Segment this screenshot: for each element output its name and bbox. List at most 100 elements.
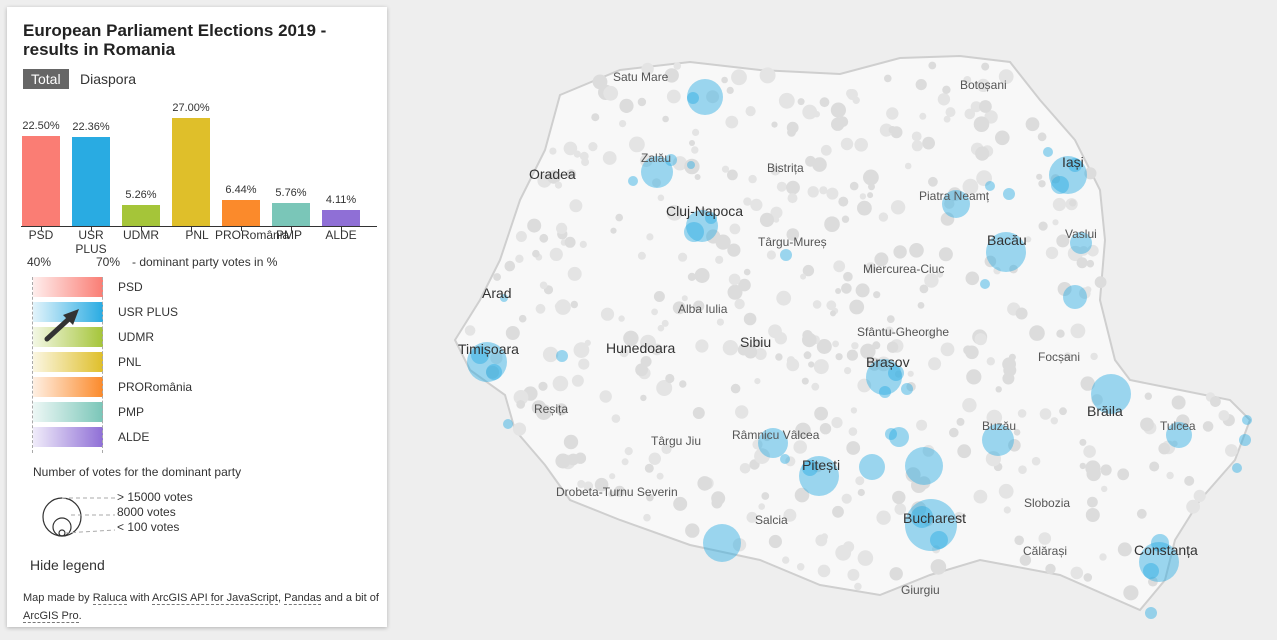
hide-legend-button[interactable]: Hide legend — [30, 557, 105, 573]
locality-bubble[interactable] — [885, 428, 897, 440]
bar-pmp[interactable] — [272, 202, 310, 226]
locality-bubble[interactable] — [1051, 176, 1069, 194]
locality-bubble[interactable] — [705, 212, 717, 224]
locality-dot — [846, 349, 859, 361]
locality-bubble[interactable] — [703, 524, 741, 562]
locality-bubble[interactable] — [1003, 188, 1015, 200]
locality-bubble[interactable] — [687, 92, 699, 104]
city-label: Arad — [482, 285, 512, 301]
locality-bubble[interactable] — [471, 346, 489, 364]
bar-alde[interactable] — [322, 209, 360, 226]
locality-bubble[interactable] — [1063, 285, 1087, 309]
locality-dot — [555, 453, 571, 469]
locality-bubble[interactable] — [911, 506, 933, 528]
locality-bubble[interactable] — [780, 454, 790, 464]
locality-bubble[interactable] — [879, 386, 891, 398]
locality-bubble[interactable] — [985, 181, 995, 191]
locality-bubble[interactable] — [500, 294, 508, 302]
locality-dot — [1166, 471, 1174, 480]
arcgis-js-api-link[interactable]: ArcGIS API for JavaScript — [152, 592, 278, 605]
locality-bubble[interactable] — [930, 531, 948, 549]
locality-bubble[interactable] — [687, 161, 695, 169]
locality-bubble[interactable] — [758, 428, 788, 458]
locality-bubble[interactable] — [901, 383, 913, 395]
locality-dot — [554, 303, 562, 310]
locality-bubble[interactable] — [687, 79, 723, 115]
locality-bubble[interactable] — [1091, 374, 1131, 414]
locality-bubble[interactable] — [1068, 158, 1082, 172]
locality-bubble[interactable] — [802, 460, 818, 476]
locality-dot — [608, 490, 615, 498]
locality-bubble[interactable] — [986, 232, 1026, 272]
locality-dot — [555, 403, 568, 416]
locality-bubble[interactable] — [1139, 542, 1179, 582]
locality-dot — [937, 93, 951, 106]
locality-bubble[interactable] — [628, 176, 638, 186]
locality-bubble[interactable] — [942, 190, 970, 218]
locality-bubble[interactable] — [1070, 232, 1092, 254]
locality-bubble[interactable] — [1043, 147, 1053, 157]
locality-bubble[interactable] — [889, 427, 909, 447]
bar-value-label: 27.00% — [172, 102, 210, 114]
arcgis-pro-link[interactable]: ArcGIS Pro — [23, 610, 79, 623]
locality-bubble[interactable] — [905, 499, 957, 551]
locality-bubble[interactable] — [1242, 415, 1252, 425]
locality-bubble[interactable] — [1166, 422, 1192, 448]
locality-bubble[interactable] — [686, 210, 718, 242]
locality-dot — [917, 476, 931, 490]
locality-bubble[interactable] — [556, 350, 568, 362]
locality-bubble[interactable] — [780, 249, 792, 261]
locality-bubble[interactable] — [486, 364, 502, 380]
scale-caption: - dominant party votes in % — [132, 255, 278, 269]
locality-dot — [922, 445, 935, 457]
locality-dot — [1091, 394, 1103, 406]
pandas-link[interactable]: Pandas — [284, 592, 322, 605]
locality-bubble[interactable] — [888, 365, 904, 381]
tab-diaspora[interactable]: Diaspora — [80, 71, 137, 87]
bar-prorom-nia[interactable] — [222, 200, 260, 226]
locality-dot — [973, 116, 990, 132]
locality-dot — [1050, 174, 1061, 184]
locality-bubble[interactable] — [799, 456, 839, 496]
locality-dot — [687, 272, 697, 281]
bar-usr-plus[interactable] — [72, 136, 110, 226]
locality-bubble[interactable] — [467, 342, 507, 382]
party-label: PSD — [118, 280, 143, 294]
locality-dot — [656, 472, 664, 480]
locality-bubble[interactable] — [980, 279, 990, 289]
locality-bubble[interactable] — [1145, 607, 1157, 619]
locality-bubble[interactable] — [866, 359, 902, 395]
locality-bubble[interactable] — [905, 447, 943, 485]
locality-dot — [860, 343, 876, 359]
locality-dot — [600, 307, 615, 321]
locality-bubble[interactable] — [1143, 563, 1159, 579]
locality-bubble[interactable] — [684, 222, 704, 242]
locality-dot — [807, 186, 819, 198]
locality-bubble[interactable] — [982, 424, 1014, 456]
city-label: Tulcea — [1160, 419, 1196, 433]
locality-dot — [1057, 282, 1072, 296]
author-link[interactable]: Raluca — [92, 592, 127, 605]
locality-bubble[interactable] — [1232, 463, 1242, 473]
bar-udmr[interactable] — [122, 204, 160, 226]
locality-bubble[interactable] — [665, 154, 677, 166]
locality-dot — [943, 115, 951, 123]
locality-dot — [581, 158, 590, 167]
locality-dot — [666, 89, 681, 104]
locality-dot — [1015, 307, 1028, 320]
locality-dot — [1080, 376, 1095, 391]
locality-bubble[interactable] — [641, 156, 673, 188]
bar-psd[interactable] — [22, 136, 60, 226]
locality-bubble[interactable] — [1239, 434, 1251, 446]
locality-dot — [794, 487, 810, 503]
locality-bubble[interactable] — [1151, 534, 1169, 552]
locality-dot — [681, 295, 688, 302]
locality-dot — [664, 68, 679, 83]
locality-bubble[interactable] — [1049, 156, 1087, 194]
locality-bubble[interactable] — [503, 419, 513, 429]
bar-pnl[interactable] — [172, 118, 210, 226]
tab-total[interactable]: Total — [23, 69, 69, 89]
locality-dot — [1014, 535, 1024, 546]
locality-bubble[interactable] — [859, 454, 885, 480]
party-label: PMP — [118, 405, 145, 419]
